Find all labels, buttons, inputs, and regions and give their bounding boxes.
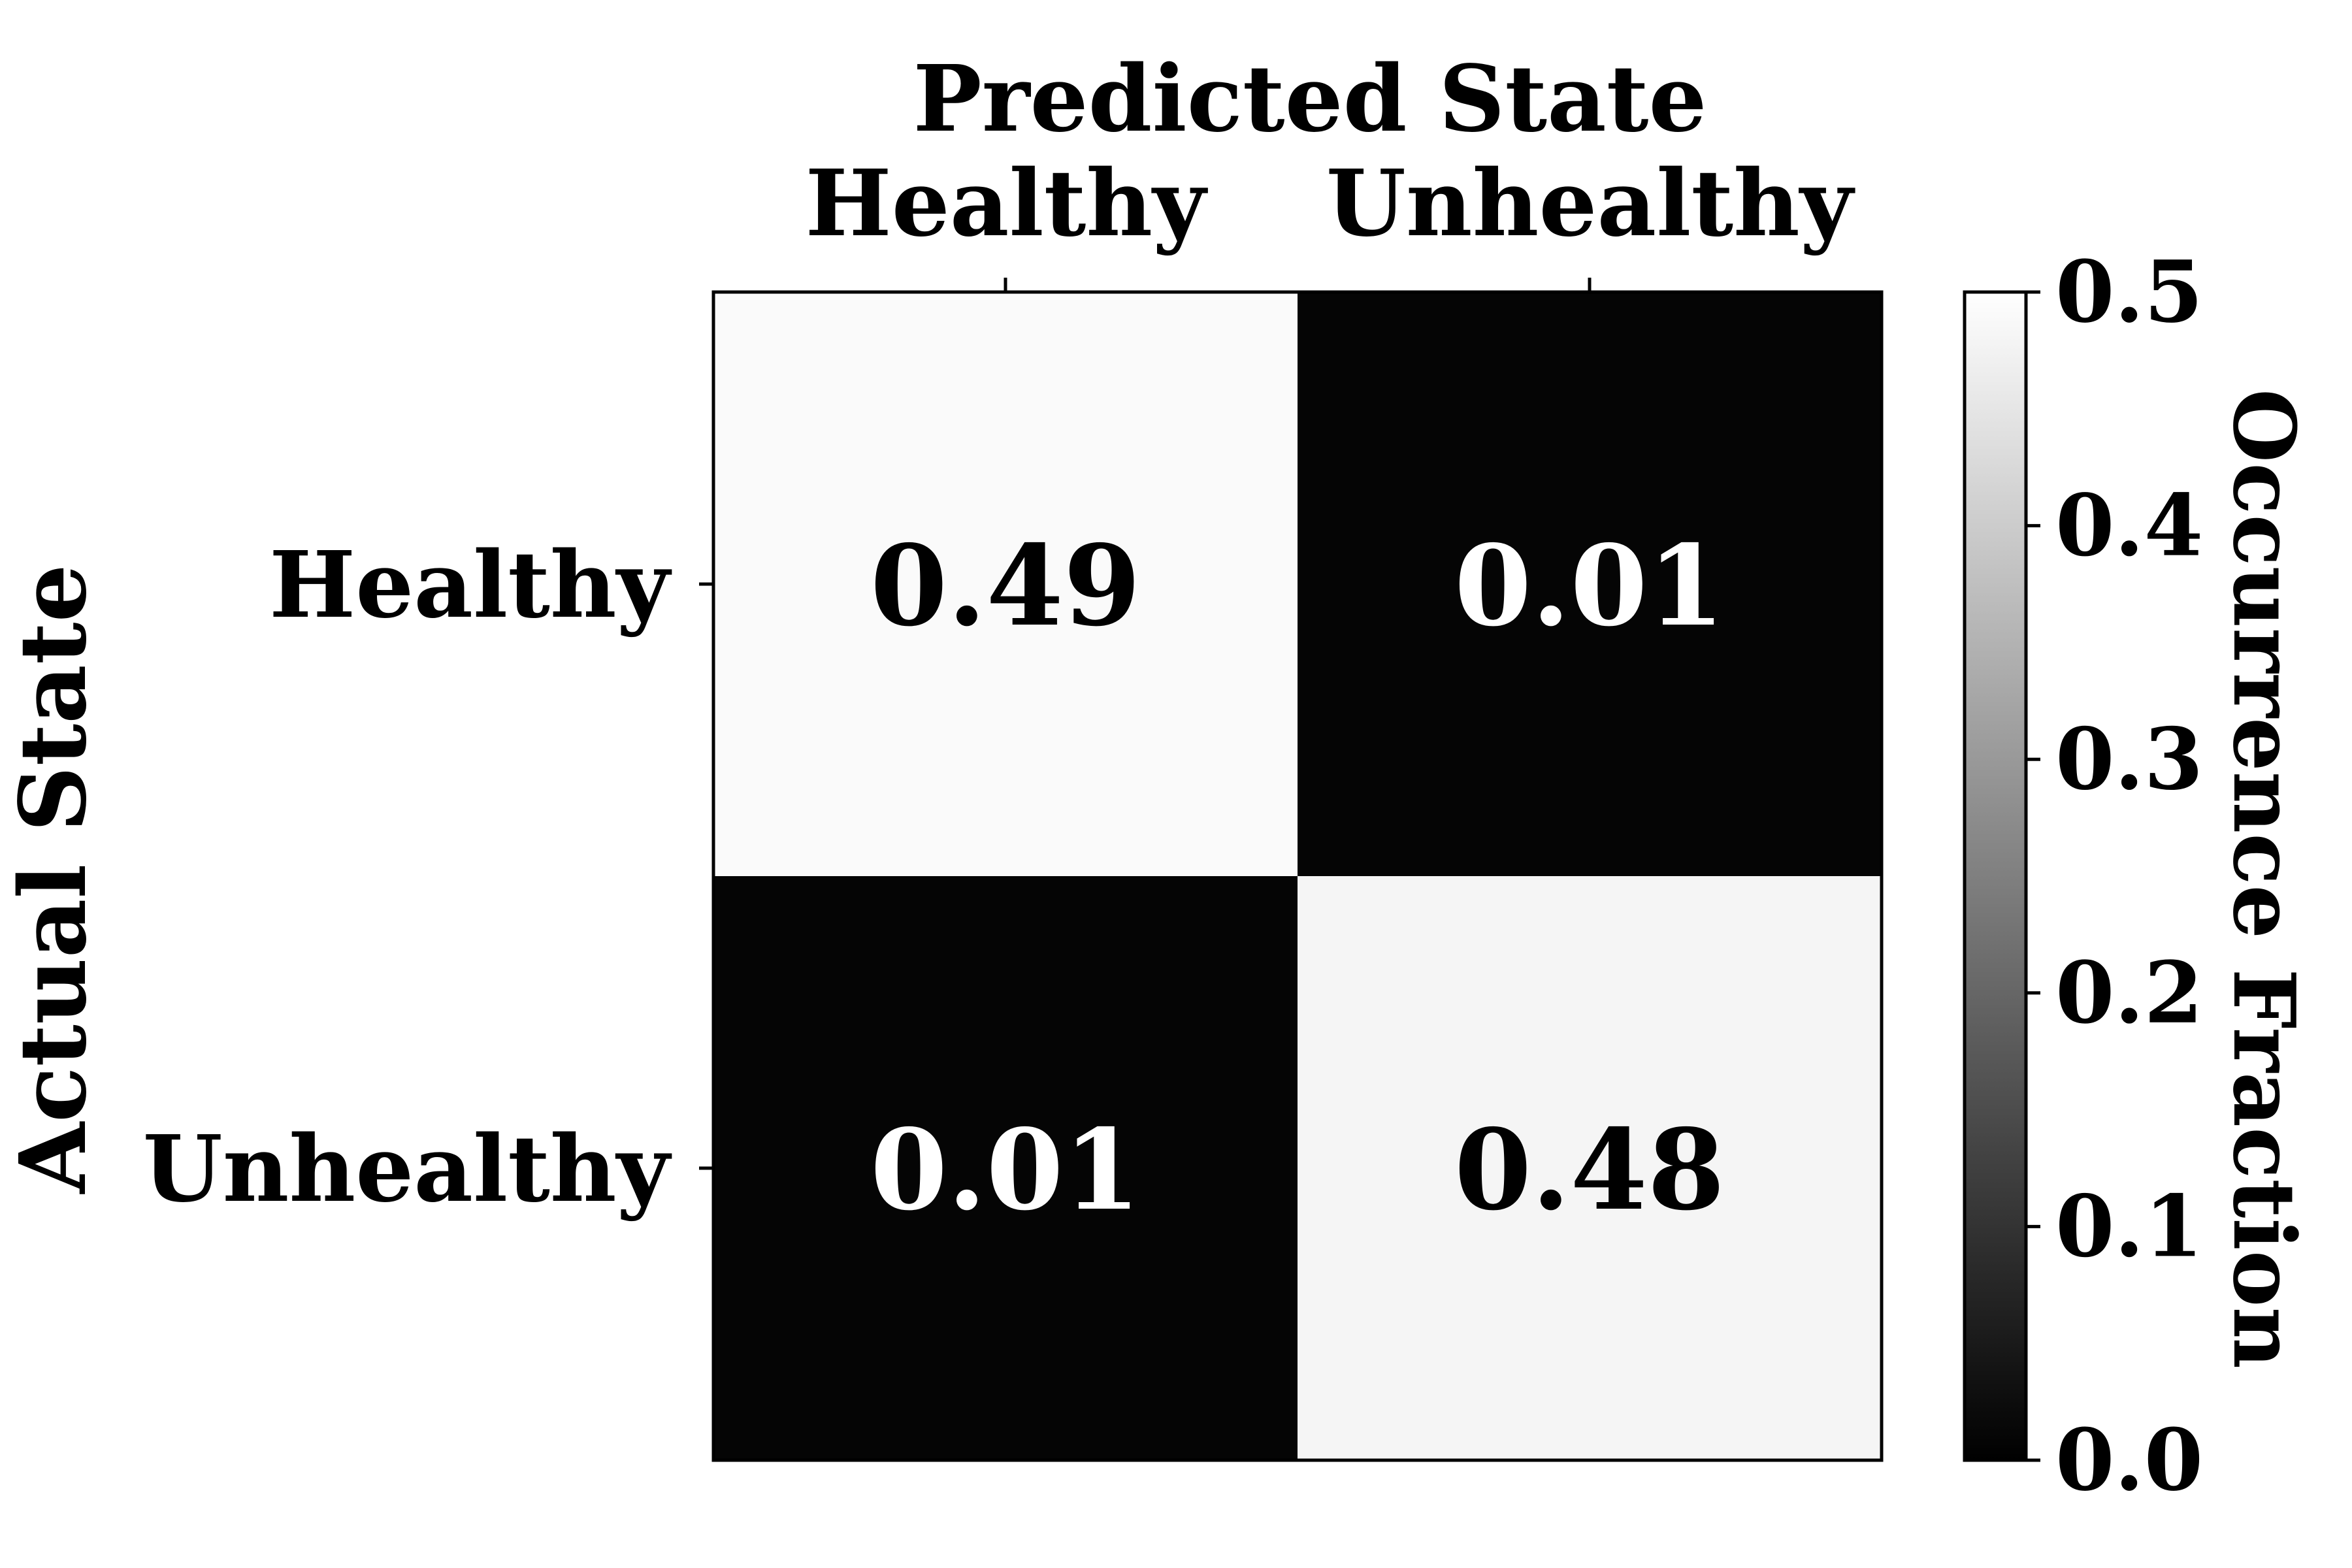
colorbar bbox=[1963, 290, 2028, 1462]
plot-frame bbox=[711, 290, 1884, 1462]
heatmap-cell-0-0 bbox=[713, 292, 1298, 876]
colorbar-tick-label: 0.4 bbox=[2055, 476, 2203, 576]
y-axis-title: Actual State bbox=[0, 564, 107, 1194]
cell-value-label-0-1: 0.01 bbox=[1454, 521, 1725, 651]
colorbar-tick-label: 0.3 bbox=[2055, 709, 2203, 809]
colorbar-ticks: 0.0 0.1 0.2 0.3 0.4 0.5 bbox=[2026, 242, 2203, 1510]
x-tick-label: Healthy bbox=[805, 150, 1208, 257]
y-tick-label: Unhealthy bbox=[143, 1116, 672, 1223]
heatmap-cell-1-0 bbox=[713, 876, 1298, 1460]
colorbar-tick-label: 0.2 bbox=[2055, 943, 2203, 1043]
heatmap-cell-0-1 bbox=[1298, 292, 1882, 876]
cell-value-label-0-0: 0.49 bbox=[870, 521, 1141, 651]
cell-value-label-1-1: 0.48 bbox=[1454, 1105, 1725, 1235]
heatmap-cell-1-1 bbox=[1298, 876, 1882, 1460]
colorbar-label: Occurrence Fraction bbox=[2214, 389, 2314, 1369]
heatmap-cell-labels: 0.49 0.01 0.01 0.48 bbox=[870, 521, 1725, 1235]
x-tick-label: Unhealthy bbox=[1326, 150, 1855, 257]
heatmap-cells bbox=[713, 292, 1882, 1460]
colorbar-tick-label: 0.5 bbox=[2055, 242, 2203, 342]
colorbar-tick-label: 0.1 bbox=[2055, 1176, 2203, 1276]
y-tick-label: Healthy bbox=[269, 532, 672, 639]
x-axis-title: Predicted State bbox=[913, 46, 1707, 153]
colorbar-tick-label: 0.0 bbox=[2055, 1410, 2203, 1510]
y-axis-ticks: Healthy Unhealthy bbox=[143, 532, 713, 1223]
cell-value-label-1-0: 0.01 bbox=[870, 1105, 1141, 1235]
x-axis-ticks: Healthy Unhealthy bbox=[805, 150, 1855, 292]
